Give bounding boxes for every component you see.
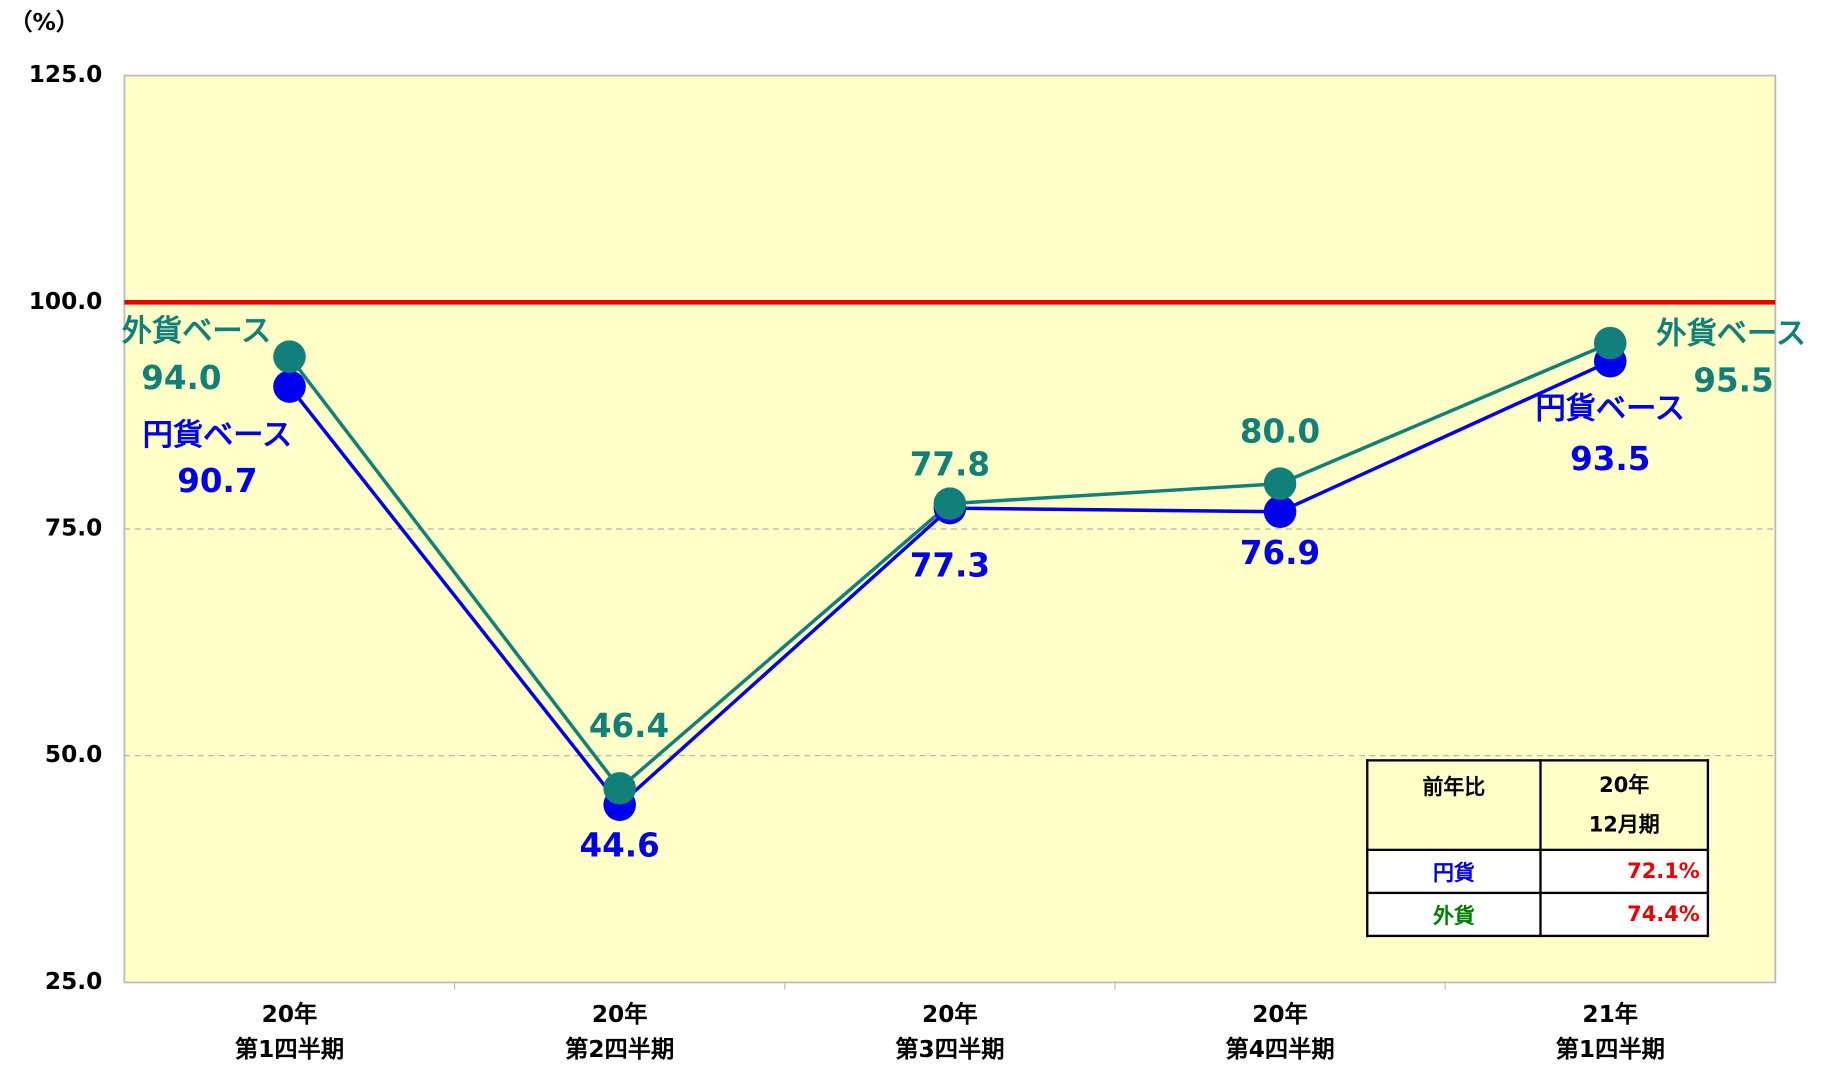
data-label: 44.6 (580, 827, 660, 865)
x-tick-label: 20年 第4四半期 (1225, 999, 1335, 1063)
marker (603, 772, 636, 805)
data-label: 77.8 (910, 445, 990, 483)
data-label: 80.0 (1240, 413, 1320, 451)
table-header: 20年 12月期 (1539, 759, 1710, 852)
table-row-label: 円貨 (1366, 848, 1542, 895)
y-tick-label: 50.0 (45, 741, 102, 768)
marker (1263, 495, 1297, 529)
table-cell: 72.1% (1539, 848, 1710, 895)
data-label: 94.0 (141, 359, 221, 397)
y-tick-label: 25.0 (45, 968, 102, 995)
table-header: 前年比 (1366, 759, 1542, 852)
series-name: 円貨ベース (1535, 392, 1685, 427)
y-tick-label: 100.0 (29, 288, 103, 315)
table-cell: 74.4% (1539, 891, 1710, 938)
x-tick-label: 20年 第3四半期 (895, 999, 1005, 1063)
data-label: 90.7 (177, 462, 257, 500)
data-label: 77.3 (910, 546, 990, 584)
table-row-label: 外貨 (1366, 891, 1542, 938)
x-tick-label: 20年 第2四半期 (565, 999, 675, 1063)
series-name: 外貨ベース (1656, 316, 1806, 351)
y-tick-label: 75.0 (45, 514, 102, 541)
series-name: 外貨ベース (122, 314, 272, 349)
data-label: 93.5 (1570, 440, 1650, 478)
x-tick-label: 21年 第1四半期 (1555, 999, 1665, 1063)
data-label: 76.9 (1240, 534, 1320, 572)
x-tick-label: 20年 第1四半期 (234, 999, 345, 1063)
marker (273, 340, 306, 373)
data-label: 46.4 (589, 707, 669, 745)
series-name: 円貨ベース (143, 418, 293, 453)
y-unit: （%） (9, 9, 79, 36)
marker (933, 487, 967, 520)
marker (1263, 467, 1297, 500)
marker (1593, 326, 1627, 360)
y-tick-label: 125.0 (29, 61, 103, 88)
data-label: 95.5 (1693, 362, 1773, 400)
marker (273, 370, 306, 403)
summary-table: 前年比 20年 12月期 円貨 72.1% 外貨 74.4% (1366, 759, 1710, 938)
